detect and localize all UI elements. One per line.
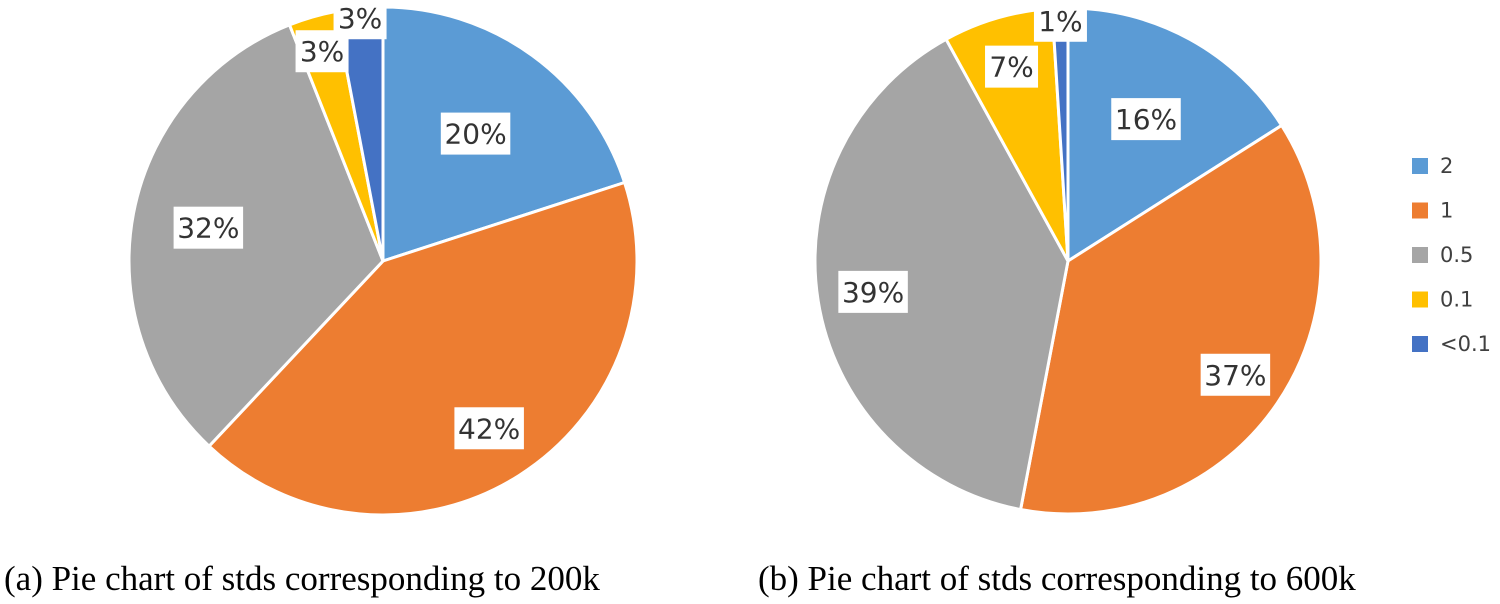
pie-slice-0-5-b <box>813 37 1070 512</box>
legend-swatch <box>1412 336 1428 352</box>
data-label-text: 37% <box>1204 359 1266 392</box>
caption-a: (a) Pie chart of stds corresponding to 2… <box>4 559 600 598</box>
data-label: 37% <box>1200 353 1271 396</box>
data-label: 7% <box>985 45 1039 88</box>
data-label-box <box>838 270 908 313</box>
data-label-box <box>985 45 1039 88</box>
data-label: 20% <box>440 112 511 155</box>
legend-swatch <box>1412 202 1428 219</box>
pie-slice-0-5-a <box>127 23 385 448</box>
data-label-box <box>454 407 524 450</box>
legend-label: 1 <box>1440 199 1453 223</box>
data-label: 3% <box>333 0 387 40</box>
pie-slice-1-b <box>1019 123 1323 516</box>
data-label: 32% <box>173 206 244 249</box>
legend-swatch <box>1412 158 1428 174</box>
legend-label: 2 <box>1440 154 1453 178</box>
data-label: 16% <box>1111 98 1181 141</box>
legend-label: <0.1 <box>1440 332 1491 356</box>
legend: 2 1 0.5 0.1 <0.1 <box>1412 154 1491 356</box>
data-label-text: 16% <box>1115 103 1177 136</box>
legend-swatch <box>1412 247 1428 263</box>
data-label-box <box>1111 98 1181 141</box>
legend-label: 0.5 <box>1440 243 1473 267</box>
caption-b: (b) Pie chart of stds corresponding to 6… <box>758 559 1356 598</box>
data-label-text: 3% <box>338 2 382 35</box>
legend-label: 0.1 <box>1440 288 1473 312</box>
data-label-text: 20% <box>444 118 506 151</box>
data-label: 42% <box>454 407 524 450</box>
data-label-box <box>333 0 387 40</box>
pie-chart-a: 20% 42% 32% 3%3% <box>127 0 639 517</box>
pie-chart-b: 16% 37% 39% 7%1% <box>813 0 1323 516</box>
data-label-text: 3% <box>300 35 344 68</box>
data-label-text: 1% <box>1038 5 1082 38</box>
pie-slice-1-a <box>207 181 639 517</box>
legend-swatch <box>1412 291 1428 308</box>
data-label: 1% <box>1033 0 1087 42</box>
data-label-box <box>173 206 244 249</box>
data-label-box <box>1200 353 1271 396</box>
data-label: 39% <box>838 270 908 313</box>
data-label-box <box>1033 0 1087 42</box>
data-label-box <box>440 112 511 155</box>
data-label-text: 7% <box>989 51 1033 84</box>
data-label-text: 39% <box>842 276 904 309</box>
data-label: 3% <box>295 30 349 73</box>
data-label-text: 32% <box>177 212 239 245</box>
data-label-text: 42% <box>458 412 520 445</box>
